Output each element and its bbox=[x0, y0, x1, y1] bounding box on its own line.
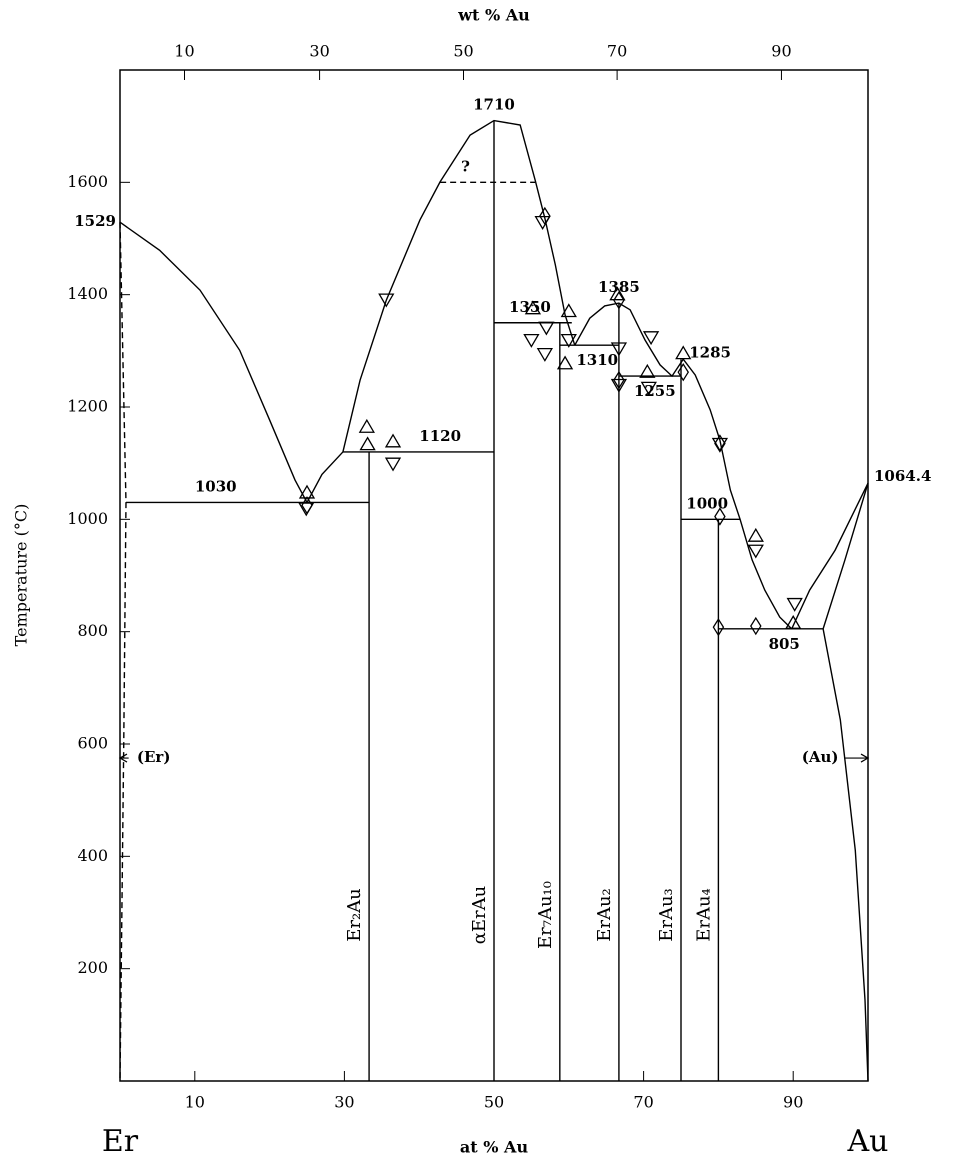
data-point bbox=[560, 333, 577, 348]
phase-boundary bbox=[822, 482, 869, 630]
data-point bbox=[642, 331, 660, 346]
x2-tick-label: 90 bbox=[771, 42, 791, 61]
x-tick-label: 10 bbox=[185, 1093, 205, 1112]
y-tick-label: 400 bbox=[77, 846, 108, 865]
y-tick-label: 600 bbox=[77, 734, 108, 753]
data-point bbox=[539, 206, 551, 226]
x-tick-label: 50 bbox=[484, 1093, 504, 1112]
x2-axis-title: wt % Au bbox=[457, 6, 530, 25]
phase-boundary bbox=[822, 628, 869, 1082]
annotation: 1000 bbox=[686, 494, 728, 512]
x-tick-label: 90 bbox=[783, 1093, 803, 1112]
phase-boundary bbox=[791, 482, 869, 630]
phase-boundary bbox=[119, 221, 308, 503]
annotation-arrow bbox=[118, 753, 129, 763]
y-tick-label: 800 bbox=[77, 621, 108, 640]
data-point bbox=[640, 381, 657, 396]
phase-boundary bbox=[119, 222, 127, 1082]
data-point bbox=[384, 457, 402, 472]
y-axis-title: Temperature (°C) bbox=[12, 504, 31, 647]
y-tick-label: 1600 bbox=[67, 172, 108, 191]
annotation: 1030 bbox=[195, 477, 237, 495]
annotation: (Au) bbox=[802, 748, 839, 766]
annotation: (Er) bbox=[137, 748, 171, 766]
compound-label: αErAu bbox=[469, 886, 490, 945]
data-point bbox=[358, 418, 375, 433]
data-point bbox=[714, 507, 726, 526]
x-tick-label: 30 bbox=[334, 1093, 354, 1112]
data-point bbox=[786, 597, 803, 612]
data-point bbox=[675, 345, 692, 360]
annotation: 1529 bbox=[74, 212, 116, 230]
data-point bbox=[359, 436, 376, 451]
annotation: 1285 bbox=[689, 343, 731, 361]
data-point bbox=[750, 616, 762, 636]
annotation: 1064.4 bbox=[874, 467, 931, 485]
data-point bbox=[712, 617, 725, 637]
data-point bbox=[613, 370, 625, 390]
data-point bbox=[747, 527, 764, 542]
phase-boundary bbox=[306, 451, 344, 503]
data-point bbox=[785, 614, 802, 629]
y-tick-label: 1200 bbox=[67, 397, 108, 416]
annotation: 1350 bbox=[509, 298, 551, 316]
annotation: 1255 bbox=[634, 382, 676, 400]
data-point bbox=[560, 303, 577, 318]
x-axis-title: at % Au bbox=[460, 1138, 529, 1157]
annotation-arrow bbox=[845, 753, 870, 763]
x2-tick-label: 70 bbox=[607, 42, 627, 61]
annotation: 1310 bbox=[576, 351, 618, 369]
x-tick-label: 70 bbox=[633, 1093, 653, 1112]
compound-label: ErAu₂ bbox=[594, 888, 615, 942]
data-point bbox=[538, 321, 555, 336]
data-point bbox=[711, 437, 729, 452]
data-point bbox=[384, 433, 402, 448]
data-point bbox=[714, 434, 726, 453]
data-point bbox=[613, 291, 625, 310]
data-point bbox=[610, 378, 628, 393]
y-tick-label: 1400 bbox=[67, 284, 108, 303]
annotation: ? bbox=[461, 157, 470, 175]
annotation: 1120 bbox=[419, 427, 461, 445]
compound-label: Er₂Au bbox=[344, 888, 365, 942]
x2-tick-label: 30 bbox=[309, 42, 329, 61]
data-point bbox=[639, 363, 656, 378]
compound-label: ErAu₄ bbox=[693, 888, 714, 942]
x2-tick-label: 10 bbox=[174, 42, 194, 61]
right-element: Au bbox=[847, 1124, 889, 1159]
phase-boundary bbox=[342, 119, 576, 453]
data-point bbox=[536, 347, 553, 362]
data-point bbox=[556, 355, 574, 370]
data-point bbox=[610, 342, 628, 357]
data-point bbox=[378, 293, 395, 308]
data-point bbox=[609, 286, 626, 301]
compound-label: ErAu₃ bbox=[656, 888, 677, 942]
annotation: 1710 bbox=[473, 96, 515, 114]
data-point bbox=[523, 333, 540, 348]
y-tick-label: 1000 bbox=[67, 509, 108, 528]
data-point bbox=[747, 544, 764, 559]
data-point bbox=[534, 216, 551, 230]
annotation: 805 bbox=[769, 635, 800, 653]
x2-tick-label: 50 bbox=[453, 42, 473, 61]
y-tick-label: 200 bbox=[77, 958, 108, 977]
left-element: Er bbox=[102, 1124, 139, 1159]
data-point bbox=[301, 496, 313, 515]
compound-label: Er₇Au₁₀ bbox=[535, 881, 556, 949]
annotation: 1385 bbox=[598, 278, 640, 296]
data-point bbox=[524, 300, 542, 315]
data-point bbox=[677, 362, 690, 382]
